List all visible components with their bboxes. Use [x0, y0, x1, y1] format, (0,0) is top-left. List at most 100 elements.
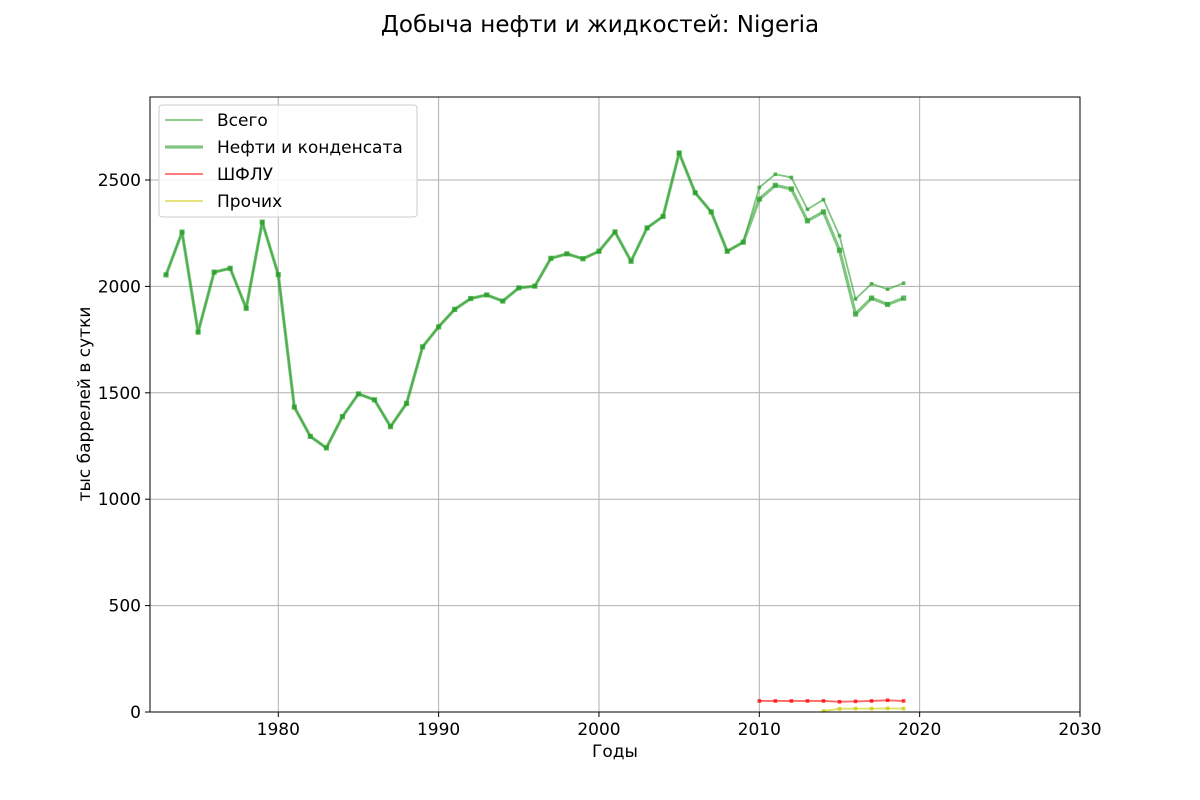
legend-label: Нефти и конденсата: [217, 138, 403, 158]
legend-label: ШФЛУ: [217, 165, 274, 185]
data-point: [419, 344, 426, 350]
y-tick-label: 2500: [98, 171, 141, 191]
data-point: [885, 706, 890, 711]
plot-series: [163, 150, 907, 713]
data-point: [853, 699, 858, 704]
data-point: [227, 265, 233, 271]
y-tick-label: 1500: [98, 384, 141, 404]
data-point: [757, 699, 762, 703]
data-point: [757, 185, 762, 190]
data-point: [789, 699, 794, 703]
data-point: [869, 706, 874, 711]
data-point: [805, 207, 810, 212]
data-point: [339, 414, 346, 420]
data-point: [596, 248, 602, 254]
data-point: [805, 699, 810, 703]
x-tick-label: 2020: [898, 720, 941, 740]
data-point: [820, 209, 827, 215]
data-point: [708, 209, 714, 215]
data-point: [837, 699, 842, 704]
chart-title: Добыча нефти и жидкостей: Nigeria: [380, 12, 820, 38]
y-tick-label: 1000: [98, 490, 141, 510]
data-point: [885, 698, 890, 703]
data-point: [548, 255, 554, 261]
data-point: [821, 197, 826, 202]
data-point: [901, 281, 906, 286]
x-axis-label: Годы: [592, 742, 638, 762]
data-point: [788, 186, 794, 192]
data-point: [740, 239, 746, 245]
data-point: [564, 251, 570, 257]
data-point: [804, 218, 811, 224]
y-axis-ticks: 0 500 1000 1500 2000 2500: [98, 171, 150, 723]
data-point: [773, 699, 778, 703]
plot-frame: [149, 96, 1081, 713]
data-point: [901, 699, 906, 703]
data-point: [853, 706, 858, 711]
data-point: [821, 709, 826, 713]
data-point: [195, 329, 201, 335]
data-point: [901, 295, 907, 301]
data-point: [885, 287, 890, 291]
data-point: [836, 247, 843, 253]
data-point: [612, 229, 618, 235]
y-tick-label: 500: [109, 597, 141, 617]
data-point: [789, 175, 794, 180]
data-point: [243, 305, 249, 311]
data-point: [259, 219, 265, 225]
data-point: [355, 391, 362, 397]
data-point: [516, 285, 522, 291]
series-line-2: [759, 699, 904, 703]
data-point: [756, 196, 762, 202]
data-point: [371, 397, 378, 403]
data-point: [837, 233, 842, 238]
legend-label: Прочих: [217, 192, 282, 212]
data-point: [484, 292, 490, 298]
data-point: [307, 433, 313, 440]
data-point: [724, 248, 730, 254]
y-tick-label: 0: [130, 703, 141, 723]
data-point: [853, 297, 858, 301]
y-axis-label: тыс баррелей в сутки: [75, 307, 95, 502]
data-point: [644, 225, 650, 231]
data-point: [291, 404, 297, 410]
data-point: [884, 301, 891, 308]
data-point: [837, 707, 842, 711]
data-point: [211, 269, 217, 275]
data-point: [436, 324, 442, 330]
data-point: [772, 182, 778, 188]
data-point: [692, 190, 698, 196]
data-point: [821, 699, 826, 703]
data-point: [532, 283, 538, 289]
data-point: [323, 445, 329, 451]
data-point: [868, 295, 875, 301]
x-tick-label: 1990: [417, 720, 460, 740]
data-point: [387, 424, 394, 430]
data-point: [468, 295, 474, 302]
data-point: [403, 400, 410, 407]
data-point: [852, 311, 859, 317]
x-tick-label: 2010: [738, 720, 781, 740]
x-tick-label: 2030: [1058, 720, 1101, 740]
legend-box: [158, 104, 418, 218]
data-point: [869, 282, 874, 286]
legend: Всего Нефти и конденсата ШФЛУ Прочих: [158, 104, 418, 218]
data-point: [580, 256, 586, 262]
data-point: [901, 706, 906, 711]
grid-lines: [150, 97, 1081, 713]
y-tick-label: 2000: [98, 277, 141, 297]
data-point: [773, 172, 778, 177]
data-point: [163, 272, 169, 278]
x-axis-ticks: 1980 1990 2000 2010 2020 2030: [257, 712, 1102, 740]
data-point: [869, 699, 874, 703]
data-point: [179, 229, 185, 235]
x-tick-label: 1980: [257, 720, 300, 740]
legend-label: Всего: [217, 111, 268, 131]
data-point: [275, 272, 281, 278]
data-point: [452, 306, 458, 312]
data-point: [660, 213, 666, 219]
series-line-3: [823, 707, 904, 712]
data-point: [628, 258, 634, 264]
x-tick-label: 2000: [577, 720, 620, 740]
data-point: [676, 150, 682, 156]
